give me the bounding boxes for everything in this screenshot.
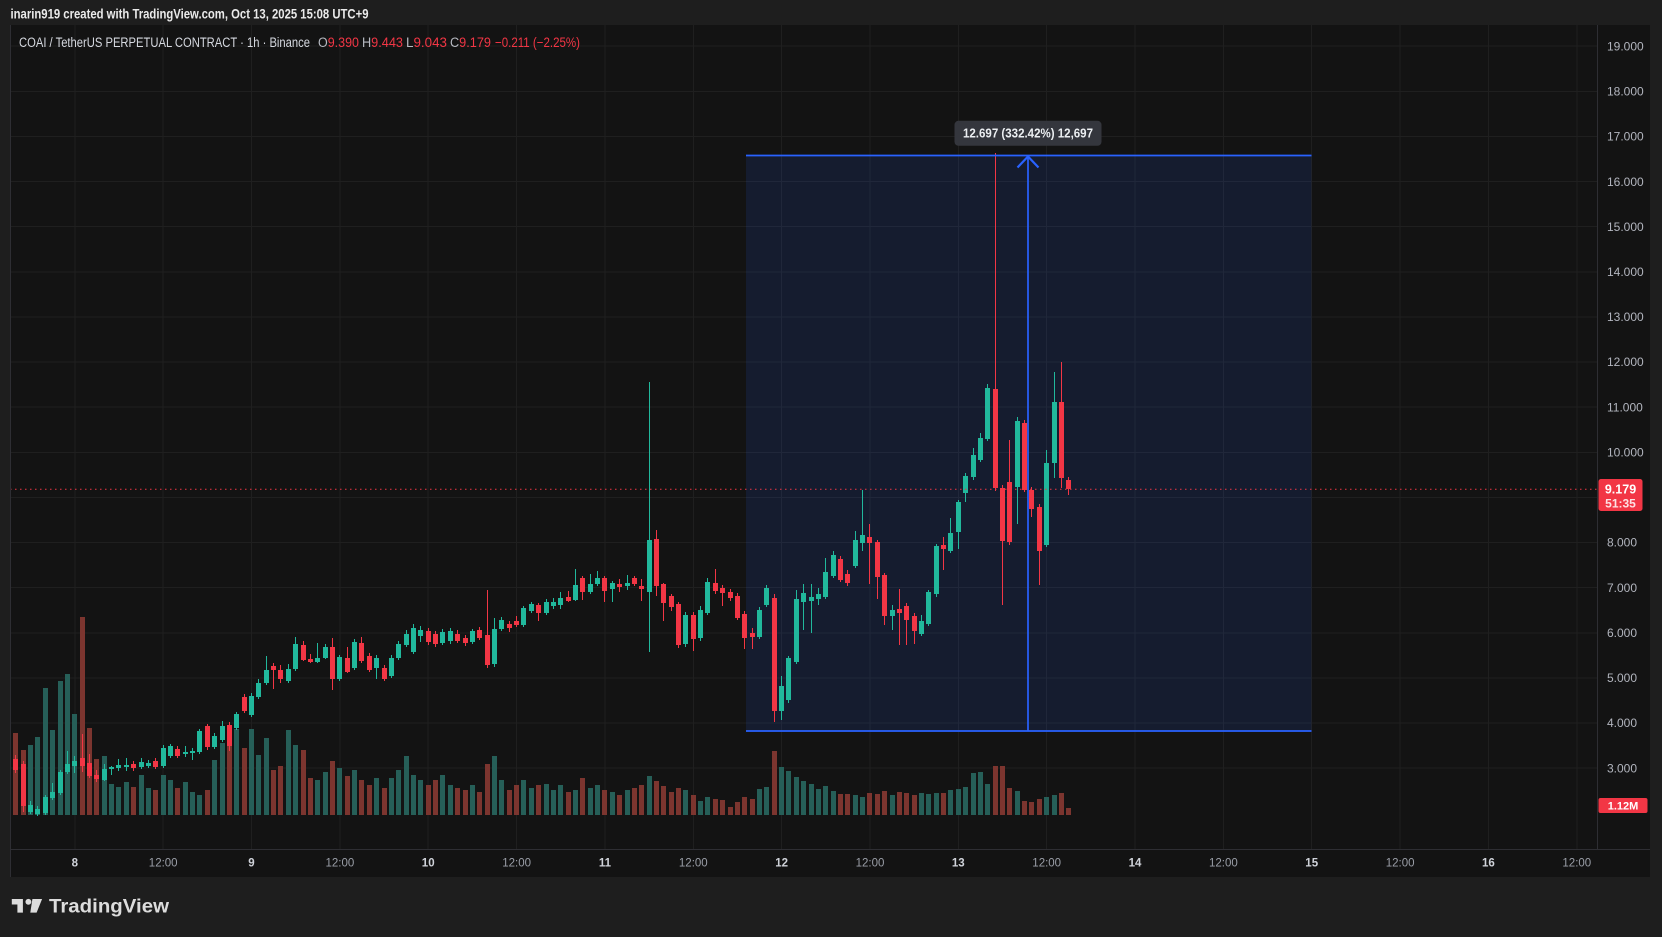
svg-text:8: 8 xyxy=(72,858,79,870)
svg-text:C9.179: C9.179 xyxy=(450,35,491,50)
svg-text:TradingView: TradingView xyxy=(49,895,170,917)
svg-text:12:00: 12:00 xyxy=(502,858,531,870)
svg-text:12:00: 12:00 xyxy=(856,858,885,870)
svg-text:12:00: 12:00 xyxy=(1032,858,1061,870)
svg-text:14: 14 xyxy=(1129,858,1142,870)
svg-text:19.000: 19.000 xyxy=(1607,39,1644,53)
svg-text:−0.211 (−2.25%): −0.211 (−2.25%) xyxy=(495,35,580,50)
svg-text:7.000: 7.000 xyxy=(1607,581,1637,595)
svg-text:9: 9 xyxy=(248,858,254,870)
svg-text:10: 10 xyxy=(422,858,435,870)
svg-text:13: 13 xyxy=(952,858,965,870)
svg-text:51:35: 51:35 xyxy=(1605,497,1636,511)
svg-text:12:00: 12:00 xyxy=(1562,858,1591,870)
svg-text:12:00: 12:00 xyxy=(1386,858,1415,870)
svg-text:12.000: 12.000 xyxy=(1607,355,1644,369)
svg-text:inarin919 created with Trading: inarin919 created with TradingView.com, … xyxy=(11,7,369,22)
svg-text:L9.043: L9.043 xyxy=(406,35,447,50)
svg-text:4.000: 4.000 xyxy=(1607,716,1637,730)
svg-text:12:00: 12:00 xyxy=(149,858,178,870)
svg-text:9.179: 9.179 xyxy=(1605,483,1636,497)
svg-text:15: 15 xyxy=(1305,858,1318,870)
svg-text:12:00: 12:00 xyxy=(679,858,708,870)
svg-text:17.000: 17.000 xyxy=(1607,130,1644,144)
svg-text:15.000: 15.000 xyxy=(1607,220,1644,234)
svg-text:6.000: 6.000 xyxy=(1607,626,1637,640)
svg-text:H9.443: H9.443 xyxy=(362,35,403,50)
svg-text:11.000: 11.000 xyxy=(1607,400,1643,414)
svg-text:8.000: 8.000 xyxy=(1607,536,1637,550)
svg-text:18.000: 18.000 xyxy=(1607,85,1644,99)
svg-text:12.697 (332.42%) 12,697: 12.697 (332.42%) 12,697 xyxy=(963,126,1093,140)
svg-text:3.000: 3.000 xyxy=(1607,761,1637,775)
svg-text:16: 16 xyxy=(1482,858,1495,870)
svg-text:12:00: 12:00 xyxy=(1209,858,1238,870)
svg-text:11: 11 xyxy=(599,858,612,870)
svg-text:1.12M: 1.12M xyxy=(1608,801,1639,813)
svg-text:16.000: 16.000 xyxy=(1607,175,1644,189)
svg-text:COAI / TetherUS PERPETUAL CONT: COAI / TetherUS PERPETUAL CONTRACT · 1h … xyxy=(19,35,310,50)
svg-text:14.000: 14.000 xyxy=(1607,265,1644,279)
svg-text:13.000: 13.000 xyxy=(1607,310,1644,324)
svg-text:12:00: 12:00 xyxy=(326,858,355,870)
svg-text:10.000: 10.000 xyxy=(1607,446,1644,460)
svg-text:O9.390: O9.390 xyxy=(318,35,359,50)
svg-text:12: 12 xyxy=(775,858,788,870)
svg-text:5.000: 5.000 xyxy=(1607,671,1637,685)
